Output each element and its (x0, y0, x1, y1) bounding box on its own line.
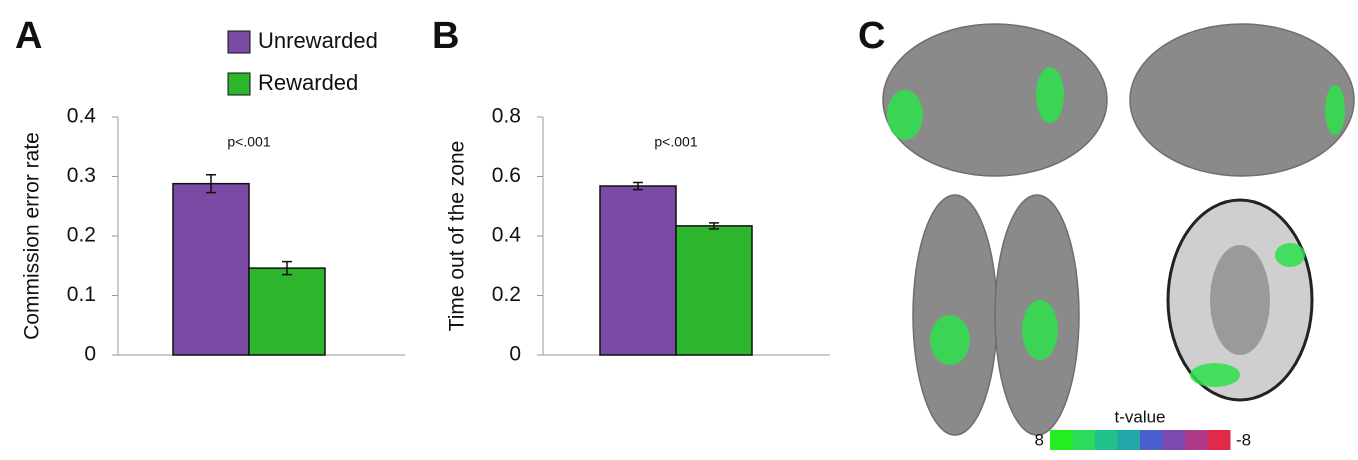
bar (172, 182, 250, 356)
error-bar (206, 173, 216, 194)
y-tick-label: 0.3 (67, 164, 96, 187)
y-tick-label: 0.2 (492, 283, 521, 306)
brain-axial-core (1210, 245, 1270, 355)
y-tick-label: 0.1 (67, 283, 96, 306)
brain-ventral-left (912, 194, 998, 436)
activation (887, 90, 923, 140)
y-tick-label: 0.4 (492, 224, 522, 247)
error-bar (709, 222, 719, 230)
y-tick-label: 0.4 (67, 105, 97, 128)
colorbar-segment (1072, 430, 1096, 450)
y-tick-label: 0 (509, 343, 521, 366)
error-bar (633, 181, 643, 191)
colorbar-segment (1207, 430, 1231, 450)
colorbar-segment (1095, 430, 1118, 450)
bar (599, 185, 677, 356)
y-tick-label: 0 (84, 343, 96, 366)
y-axis-label: Commission error rate (21, 132, 44, 340)
y-tick-label: 0.2 (67, 224, 96, 247)
panel-label: C (858, 15, 885, 57)
legend-label: Rewarded (258, 70, 358, 95)
activation (1190, 363, 1240, 387)
colorbar-label: -8 (1236, 430, 1251, 449)
legend-swatch (227, 72, 251, 96)
legend-swatch (227, 30, 251, 54)
colorbar-segment (1050, 430, 1073, 450)
legend-label: Unrewarded (258, 28, 378, 53)
colorbar-label: 8 (1035, 430, 1044, 449)
panel-label: B (432, 15, 459, 57)
bar (675, 225, 753, 356)
y-tick-label: 0.6 (492, 164, 521, 187)
annotation: p<.001 (654, 134, 697, 150)
brain-lateral-left (882, 23, 1108, 177)
colorbar-segment (1162, 430, 1186, 450)
panel-label: A (15, 15, 42, 57)
brain-images (882, 23, 1355, 436)
y-axis-label: Time out of the zone (446, 141, 469, 332)
bar (248, 267, 326, 356)
activation (1325, 85, 1345, 135)
error-bar (282, 260, 292, 276)
annotation: p<.001 (227, 134, 270, 150)
activation (1275, 243, 1305, 267)
colorbar-segment (1185, 430, 1208, 450)
colorbar-segment (1117, 430, 1141, 450)
colorbar-title: t-value (1114, 407, 1165, 426)
activation (1036, 67, 1064, 123)
activation (1022, 300, 1058, 360)
brain-lateral-right (1129, 23, 1355, 177)
activation (930, 315, 970, 365)
colorbar-segment (1140, 430, 1163, 450)
y-tick-label: 0.8 (492, 105, 521, 128)
